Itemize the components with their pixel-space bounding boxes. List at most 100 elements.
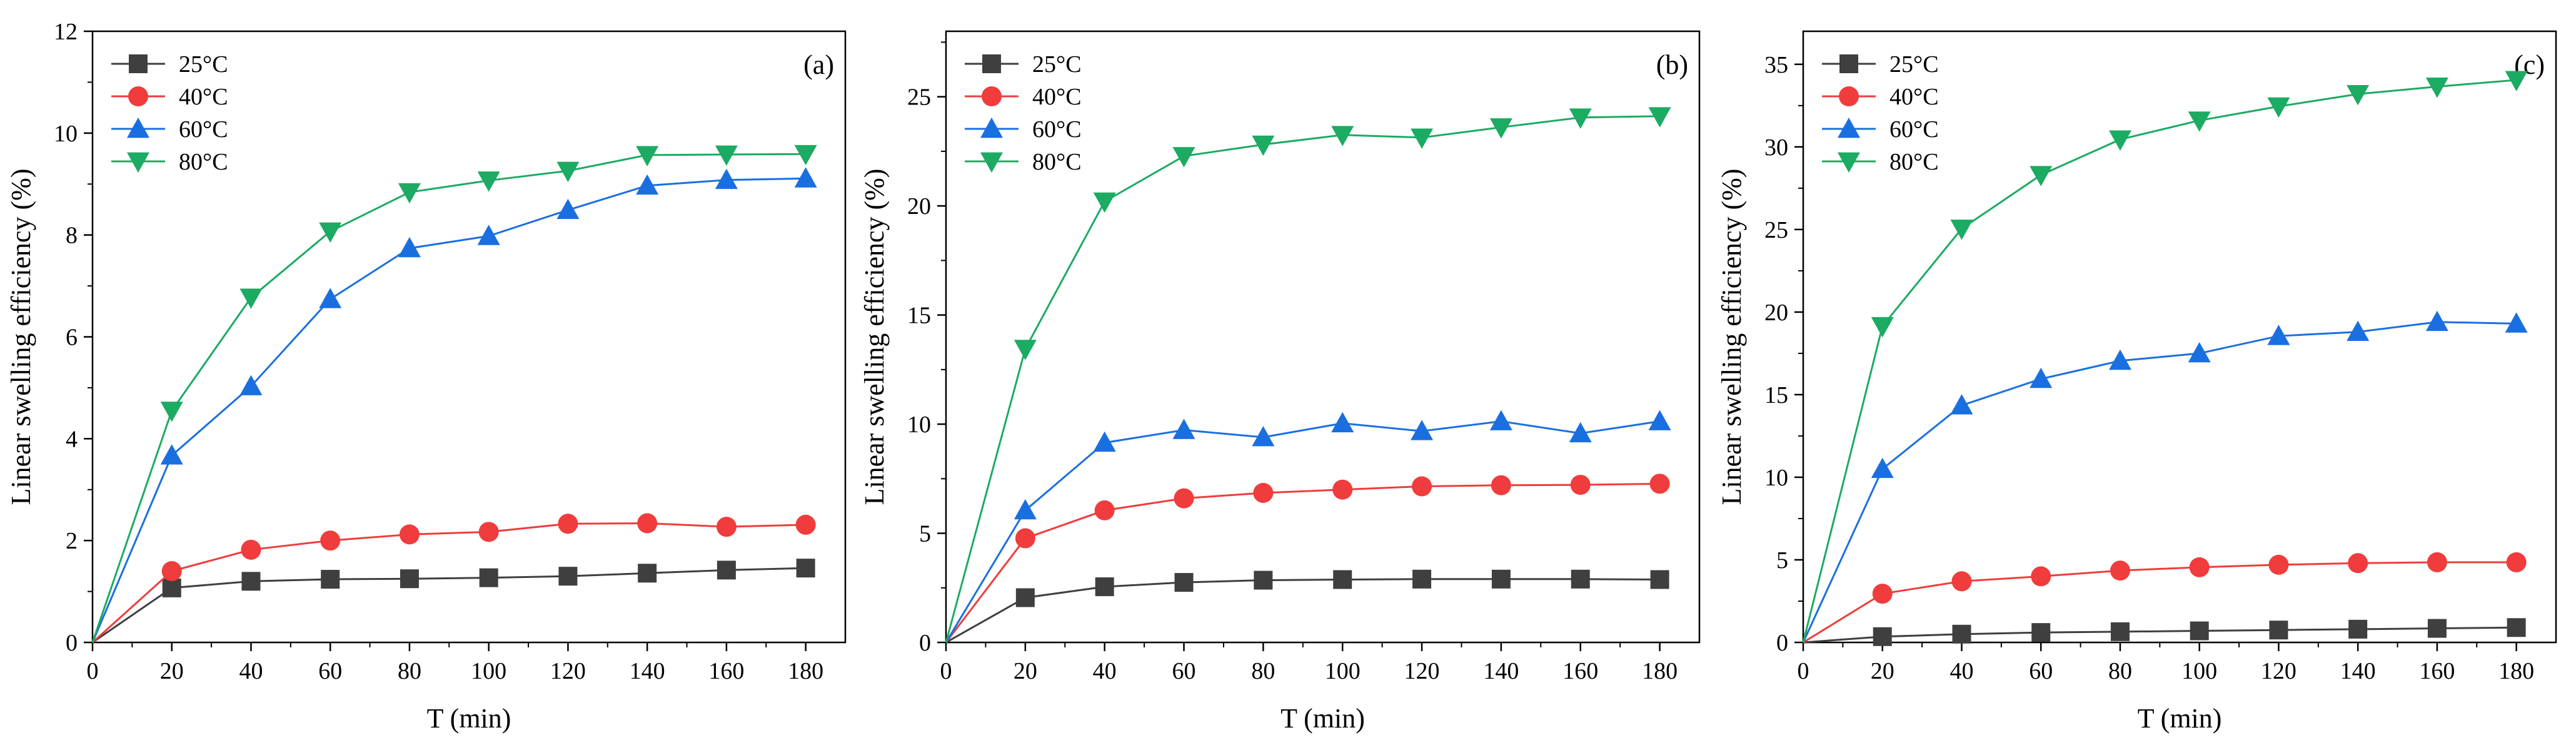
data-point — [2190, 621, 2209, 641]
y-tick-label: 6 — [66, 325, 78, 351]
x-tick-label: 100 — [1325, 658, 1361, 684]
series-line — [945, 482, 1660, 643]
series-line — [91, 522, 806, 644]
data-point — [1411, 128, 1434, 149]
legend-marker — [127, 118, 149, 138]
data-point — [1252, 426, 1275, 447]
series-0 — [945, 569, 1669, 644]
data-point — [794, 167, 817, 188]
data-point — [2031, 623, 2051, 642]
data-point — [1015, 528, 1035, 549]
data-point — [558, 567, 578, 586]
x-tick-label: 100 — [471, 658, 506, 684]
data-point — [2348, 553, 2368, 574]
series-1 — [945, 474, 1670, 643]
data-point — [239, 288, 263, 309]
series-3 — [91, 144, 817, 643]
y-tick-label: 0 — [66, 630, 78, 656]
data-point — [2030, 367, 2053, 388]
data-point — [162, 578, 181, 597]
data-point — [2505, 312, 2528, 333]
data-point — [1331, 412, 1354, 433]
x-tick-label: 40 — [1950, 658, 1973, 684]
data-point — [479, 568, 498, 587]
series-line — [91, 177, 806, 643]
data-point — [398, 183, 421, 204]
series-2 — [91, 167, 817, 643]
data-point — [638, 564, 657, 583]
series-line — [91, 153, 806, 643]
x-tick-label: 180 — [2498, 658, 2534, 684]
y-axis-title: Linear swelling efficiency (%) — [6, 169, 36, 505]
y-tick-label: 20 — [907, 193, 931, 220]
series-2 — [1802, 310, 2528, 643]
data-point — [160, 444, 183, 465]
data-point — [2110, 560, 2130, 581]
data-point — [796, 559, 815, 578]
series-line — [92, 567, 806, 644]
data-point — [795, 514, 816, 535]
data-point — [1172, 147, 1195, 168]
x-tick-label: 120 — [1404, 658, 1440, 684]
x-tick-label: 140 — [630, 658, 665, 684]
y-tick-label: 12 — [54, 19, 78, 45]
y-tick-label: 25 — [907, 84, 931, 111]
data-point — [715, 145, 738, 166]
legend-label: 60°C — [1889, 116, 1939, 143]
data-point — [2267, 325, 2290, 345]
data-point — [1873, 627, 1892, 646]
data-point — [1333, 570, 1352, 589]
data-point — [1254, 570, 1273, 590]
data-point — [1952, 624, 1971, 644]
legend-label: 25°C — [1889, 51, 1939, 78]
series-line — [945, 115, 1660, 643]
data-point — [1491, 569, 1511, 589]
data-point — [1872, 584, 1893, 604]
legend-marker — [1838, 152, 1860, 173]
series-line — [945, 578, 1660, 644]
data-point — [556, 161, 580, 183]
data-point — [398, 236, 421, 258]
series-line — [1803, 626, 2517, 644]
legend-marker — [982, 86, 1002, 106]
data-point — [2427, 552, 2447, 572]
y-tick-label: 35 — [1764, 52, 1788, 78]
legend: 25°C 40°C 60°C 80°C — [111, 51, 228, 175]
y-tick-label: 10 — [54, 121, 78, 147]
x-tick-label: 120 — [550, 658, 586, 684]
series-3 — [1802, 71, 2528, 643]
data-point — [1174, 573, 1194, 592]
data-point — [794, 144, 817, 166]
data-point — [1412, 569, 1432, 589]
data-point — [1093, 192, 1116, 213]
data-point — [1095, 577, 1114, 597]
x-tick-label: 60 — [1172, 658, 1196, 684]
data-point — [2269, 621, 2288, 640]
data-point — [636, 146, 659, 166]
data-point — [556, 198, 580, 220]
legend-marker — [980, 118, 1003, 138]
data-point — [637, 513, 658, 534]
x-tick-label: 180 — [1642, 658, 1678, 684]
data-point — [715, 168, 738, 190]
data-point — [2506, 552, 2527, 572]
series-line — [1802, 321, 2517, 643]
data-point — [2030, 166, 2053, 186]
data-point — [2189, 557, 2210, 577]
y-tick-label: 0 — [1776, 630, 1788, 656]
data-point — [241, 572, 261, 591]
data-point — [1951, 571, 1972, 592]
data-point — [2188, 111, 2211, 132]
series-0 — [1803, 618, 2526, 646]
data-point — [1174, 488, 1194, 509]
data-point — [1331, 126, 1354, 146]
data-point — [399, 524, 420, 545]
legend-marker — [1839, 54, 1858, 73]
series-0 — [92, 559, 815, 644]
legend: 25°C 40°C 60°C 80°C — [965, 51, 1082, 175]
x-tick-label: 120 — [2261, 658, 2297, 684]
x-tick-label: 100 — [2181, 658, 2217, 684]
y-tick-label: 30 — [1764, 134, 1788, 161]
data-point — [1015, 588, 1035, 607]
